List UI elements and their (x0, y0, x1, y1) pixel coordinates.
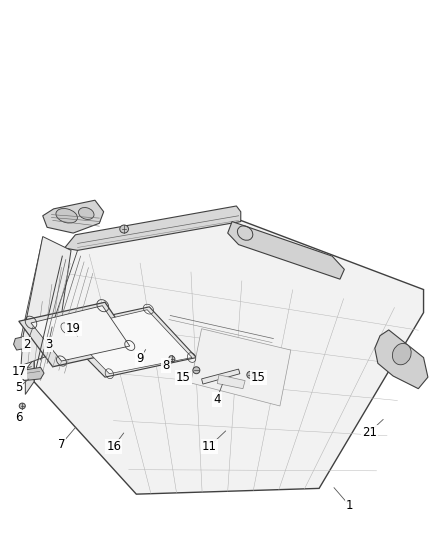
Ellipse shape (120, 225, 128, 233)
Text: 4: 4 (213, 393, 221, 406)
Text: 21: 21 (362, 426, 377, 439)
Text: 19: 19 (66, 322, 81, 335)
Polygon shape (21, 237, 71, 366)
Text: 11: 11 (202, 440, 217, 453)
Polygon shape (228, 222, 344, 279)
Polygon shape (21, 367, 44, 381)
Polygon shape (375, 330, 428, 389)
Polygon shape (19, 302, 136, 367)
Ellipse shape (247, 372, 254, 378)
Polygon shape (43, 200, 104, 233)
Polygon shape (64, 206, 241, 251)
Ellipse shape (392, 343, 411, 365)
Ellipse shape (78, 207, 94, 220)
Ellipse shape (19, 403, 25, 409)
Polygon shape (25, 359, 34, 394)
Text: 7: 7 (58, 438, 65, 450)
Polygon shape (66, 310, 192, 374)
Polygon shape (201, 369, 240, 384)
Text: 9: 9 (136, 352, 144, 365)
Polygon shape (34, 220, 424, 494)
Ellipse shape (193, 367, 200, 374)
Polygon shape (56, 307, 196, 377)
Text: 2: 2 (23, 338, 30, 351)
Text: 17: 17 (11, 365, 26, 378)
Polygon shape (191, 329, 291, 406)
Polygon shape (31, 306, 130, 361)
Text: 15: 15 (251, 370, 265, 384)
Text: 6: 6 (15, 411, 22, 424)
Polygon shape (217, 375, 245, 389)
Text: 15: 15 (176, 370, 191, 384)
Text: 3: 3 (45, 338, 52, 351)
Text: 8: 8 (162, 359, 170, 372)
Text: 1: 1 (346, 499, 353, 512)
Text: 16: 16 (106, 440, 121, 453)
Ellipse shape (56, 208, 78, 223)
Ellipse shape (169, 356, 175, 362)
Text: 5: 5 (15, 381, 22, 394)
Polygon shape (14, 337, 27, 350)
Polygon shape (19, 238, 60, 359)
